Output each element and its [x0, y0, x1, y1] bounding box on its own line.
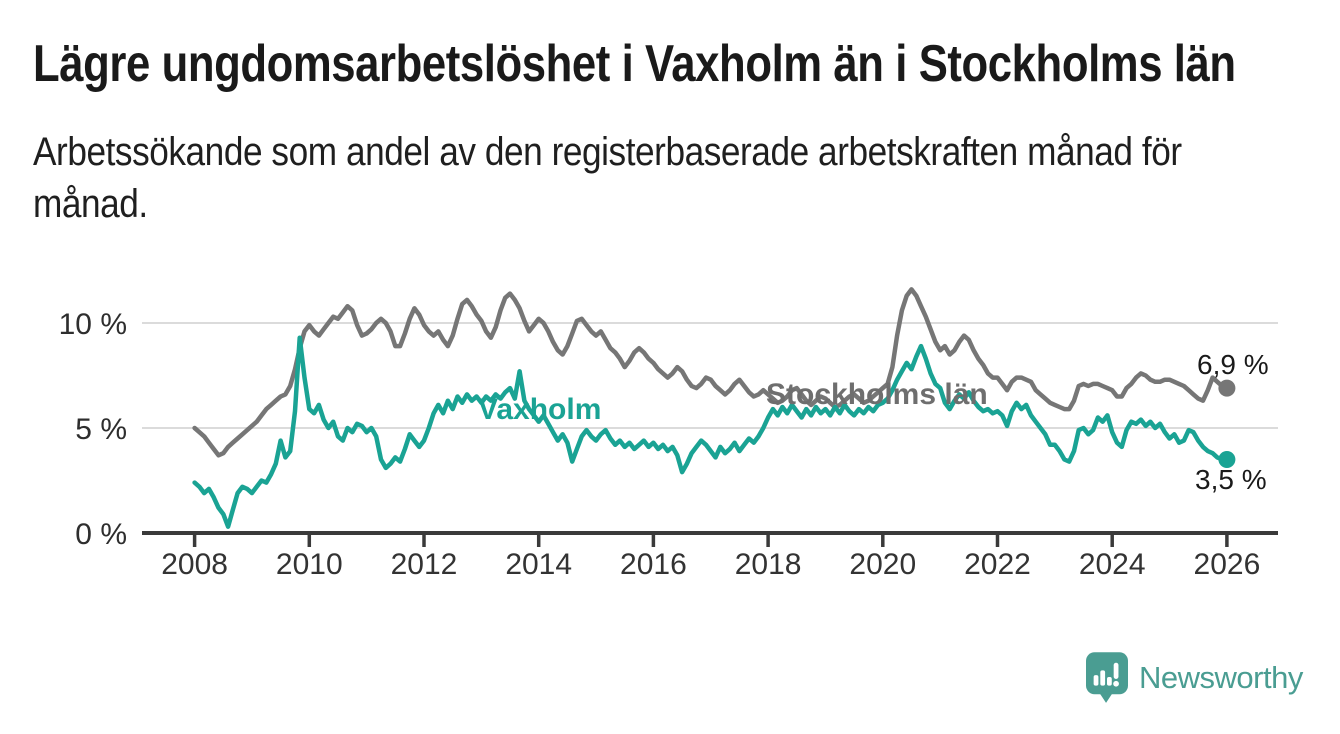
x-tick-label: 2012 [391, 548, 458, 581]
subtitle-line-1: Arbetssökande som andel av den registerb… [33, 130, 1182, 174]
x-tick-label: 2024 [1079, 548, 1146, 581]
series-end-dots [1218, 379, 1236, 468]
chart-subtitle: Arbetssökande som andel av den registerb… [33, 126, 1182, 230]
series-paths [192, 287, 1230, 529]
subtitle-line-2: månad. [33, 182, 148, 226]
newsworthy-logo-text: Newsworthy [1139, 660, 1303, 695]
series-line-stockholms-lan [192, 287, 1230, 458]
x-tick-label: 2014 [505, 548, 572, 581]
series-label-vaxholm: Vaxholm [478, 393, 601, 426]
end-value-label-vaxholm: 3,5 % [1195, 464, 1267, 495]
chart-title: Lägre ungdomsarbetslöshet i Vaxholm än i… [33, 35, 1236, 93]
x-tick-label: 2020 [849, 548, 916, 581]
series-end-dot-stockholms-lan [1218, 379, 1236, 397]
x-tick-label: 2018 [735, 548, 802, 581]
y-axis-labels: 0 % 5 % 10 % [59, 308, 127, 551]
x-tick-label: 2016 [620, 548, 687, 581]
y-tick-label: 5 % [75, 413, 127, 446]
x-tick-label: 2026 [1194, 548, 1261, 581]
x-tick-label: 2022 [964, 548, 1031, 581]
series-line-vaxholm [192, 335, 1230, 529]
end-value-label-stockholms-lan: 6,9 % [1197, 349, 1269, 380]
bar-chart-speech-bubble-icon [1086, 652, 1128, 703]
gridlines [142, 322, 1278, 429]
series-label-stockholms-lan: Stockholms län [766, 378, 988, 411]
y-tick-label: 10 % [59, 308, 127, 341]
line-chart: 2008 2010 2012 2014 2016 2018 2020 2022 2024 2026… [59, 287, 1278, 581]
newsworthy-logo: Newsworthy [1086, 652, 1303, 704]
x-axis: 2008 2010 2012 2014 2016 2018 2020 2022 2024 2026 [142, 531, 1278, 581]
x-tick-label: 2010 [276, 548, 343, 581]
series-end-dot-vaxholm [1218, 451, 1236, 468]
x-tick-label: 2008 [161, 548, 228, 581]
y-tick-label: 0 % [75, 518, 127, 551]
